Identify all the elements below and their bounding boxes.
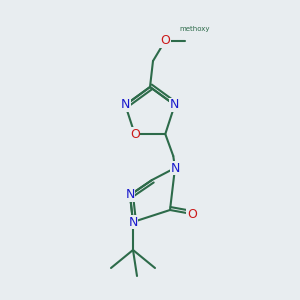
Text: N: N bbox=[170, 161, 180, 175]
Text: methoxy: methoxy bbox=[179, 26, 209, 32]
Text: N: N bbox=[170, 98, 179, 112]
Text: O: O bbox=[187, 208, 197, 220]
Text: O: O bbox=[130, 128, 140, 140]
Text: N: N bbox=[121, 98, 130, 112]
Text: O: O bbox=[160, 34, 170, 47]
Text: N: N bbox=[125, 188, 135, 202]
Text: N: N bbox=[128, 215, 138, 229]
